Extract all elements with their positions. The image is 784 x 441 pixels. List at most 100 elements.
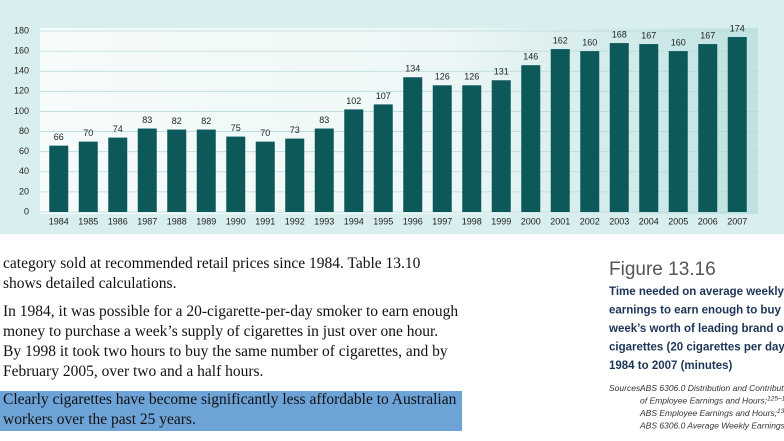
body-line: workers over the past 25 years. [3,411,196,428]
x-tick-label: 2007 [727,216,747,226]
value-label: 174 [730,23,745,33]
y-tick-label: 80 [19,126,29,136]
x-tick-label: 2000 [521,216,541,226]
bar [137,128,157,212]
bar [432,85,452,212]
x-tick-label: 1992 [285,216,305,226]
y-tick-label: 40 [19,166,29,176]
highlight [0,391,462,431]
x-tick-label: 2005 [668,216,688,226]
value-label: 102 [346,96,361,106]
caption-line: Time needed on average weekly [609,286,784,298]
y-tick-label: 180 [14,25,29,35]
value-label: 70 [83,128,93,138]
bar [285,138,305,212]
value-label: 107 [376,91,391,101]
bar [196,129,216,212]
bar [609,43,629,212]
bar [226,136,246,212]
body-line: By 1998 it took two hours to buy the sam… [3,343,448,360]
bar [167,129,187,212]
bar [580,51,600,212]
bar [108,137,128,212]
body-line: money to purchase a week’s supply of cig… [3,323,438,340]
figure-label: Figure 13.16 [609,259,716,280]
bar [314,128,334,212]
value-label: 160 [671,37,686,47]
x-tick-label: 2006 [698,216,718,226]
bar [668,51,688,212]
y-tick-label: 20 [19,186,29,196]
x-tick-label: 1987 [137,216,157,226]
source-text: ABS 6306.0 Distribution and Contribution [639,383,784,393]
value-label: 83 [142,115,152,125]
caption-line: 1984 to 2007 (minutes) [609,360,733,372]
value-label: 126 [464,72,479,82]
value-label: 134 [405,64,420,74]
value-label: 146 [523,52,538,62]
x-tick-label: 1993 [314,216,334,226]
caption-line: week’s worth of leading brand of [608,323,784,335]
source-line: ABS 6306.0 Distribution and Contribution [639,383,784,393]
bar [78,141,98,212]
x-tick-label: 2002 [580,216,600,226]
x-tick-label: 2001 [550,216,570,226]
x-tick-label: 1990 [226,216,246,226]
value-label: 74 [113,124,123,134]
source-line: ABS Employee Earnings and Hours;135–141 [639,408,784,418]
x-tick-label: 1994 [344,216,364,226]
x-tick-label: 1998 [462,216,482,226]
value-label: 73 [290,125,300,135]
source-line: of Employee Earnings and Hours;125–134 [640,396,784,406]
bar [727,37,747,213]
value-label: 70 [260,128,270,138]
source-sup: 135–141 [777,408,784,415]
bar [491,80,511,213]
caption-line: cigarettes (20 cigarettes per day), [609,342,784,354]
plot-area [40,28,758,214]
y-tick-label: 0 [24,206,29,216]
y-tick-label: 140 [14,66,29,76]
body-line: Clearly cigarettes have become significa… [3,391,457,408]
value-label: 126 [435,72,450,82]
value-label: 75 [231,123,241,133]
bar [403,77,423,212]
value-label: 162 [553,35,568,45]
bar [698,44,718,213]
x-tick-label: 1997 [432,216,452,226]
sources-label: Sources: [609,383,643,393]
y-tick-label: 100 [14,106,29,116]
source-sup: 125–134 [767,396,784,403]
bar [462,85,482,212]
value-label: 167 [700,30,715,40]
bar [255,141,275,212]
x-tick-label: 1996 [403,216,423,226]
body-line: February 2005, over two and a half hours… [3,363,263,380]
body-line: shows detailed calculations. [3,275,176,292]
source-line: ABS 6306.0 Average Weekly Earnings, Feb [639,421,784,431]
bar [373,104,393,212]
x-tick-label: 1984 [49,216,69,226]
bar [344,109,364,212]
bar [49,145,69,212]
value-label: 167 [641,30,656,40]
source-text: of Employee Earnings and Hours; [640,396,768,406]
x-tick-label: 1989 [196,216,216,226]
source-text: ABS Employee Earnings and Hours; [639,408,778,418]
y-tick-label: 160 [14,45,29,55]
body-line: category sold at recommended retail pric… [3,255,421,272]
source-text: ABS 6306.0 Average Weekly Earnings, Feb [639,421,784,431]
x-tick-label: 2003 [609,216,629,226]
value-label: 168 [612,29,627,39]
value-label: 83 [319,115,329,125]
body-line: In 1984, it was possible for a 20-cigare… [3,303,458,320]
bar [639,44,659,213]
value-label: 66 [54,132,64,142]
x-tick-label: 1986 [108,216,128,226]
bar [550,49,570,212]
x-tick-label: 1999 [491,216,511,226]
value-label: 82 [172,116,182,126]
x-tick-label: 1985 [78,216,98,226]
x-tick-label: 1995 [373,216,393,226]
